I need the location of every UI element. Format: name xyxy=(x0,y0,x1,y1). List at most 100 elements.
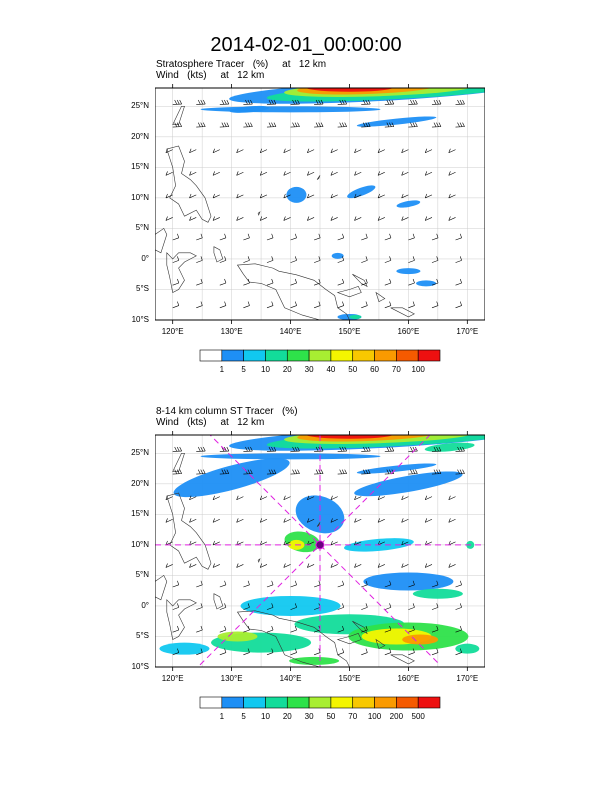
tracer-patch xyxy=(416,280,437,287)
panel1: 120°E 130°E 140°E 150°E 160°E 170°E 1 5 10 20 30 40… xyxy=(131,82,489,387)
wind-barb xyxy=(307,193,315,199)
land-outline xyxy=(166,492,212,570)
land-outline xyxy=(390,307,415,318)
wind-barb xyxy=(212,495,220,501)
wind-barb xyxy=(219,301,227,309)
wind-barb xyxy=(219,625,227,633)
colorbar-label: 70 xyxy=(348,712,357,721)
wind-barb xyxy=(243,648,250,656)
wind-barb xyxy=(219,256,227,263)
wind-barb xyxy=(236,563,244,568)
wind-barb xyxy=(431,301,439,309)
tracer-patch xyxy=(354,471,463,497)
y-tick-label: 5°N xyxy=(135,570,149,580)
wind-barb xyxy=(330,171,338,176)
land-outline xyxy=(316,175,321,180)
wind-barb xyxy=(424,216,433,221)
colorbar-box xyxy=(243,696,266,709)
tracer-patch xyxy=(396,200,421,208)
colorbar-box xyxy=(308,696,332,709)
wind-barb xyxy=(408,580,415,588)
y-tick-label: 10°S xyxy=(131,662,149,671)
wind-barb xyxy=(354,171,362,176)
y-tick-label: 20°N xyxy=(131,478,149,488)
wind-barb xyxy=(283,193,291,199)
wind-barb xyxy=(361,256,368,263)
wind-barb xyxy=(266,99,277,105)
page-title: 2014-02-01_00:00:00 xyxy=(210,34,402,56)
tracer-patch xyxy=(200,453,381,460)
wind-barb xyxy=(361,278,368,286)
wind-barb xyxy=(196,301,203,309)
land-outline xyxy=(155,227,168,254)
wind-barb xyxy=(448,495,456,501)
land-outline xyxy=(375,638,386,650)
wind-barb xyxy=(408,99,418,105)
colorbar-box xyxy=(243,349,266,362)
wind-barb xyxy=(236,216,244,221)
wind-barb xyxy=(189,148,197,154)
crosshair-line xyxy=(199,435,431,666)
wind-barb xyxy=(408,446,418,452)
wind-barb xyxy=(290,625,297,633)
wind-barb xyxy=(307,216,315,221)
tracer-patch xyxy=(240,595,341,616)
wind-barb xyxy=(401,518,409,523)
crosshair-line xyxy=(209,435,441,666)
wind-barb xyxy=(196,278,203,286)
wind-barb xyxy=(455,278,462,286)
wind-barb xyxy=(314,648,321,656)
wind-barb xyxy=(243,99,253,105)
wind-barb xyxy=(172,603,180,610)
wind-barb xyxy=(259,495,268,501)
wind-barb xyxy=(259,563,268,568)
x-tick-label: 140°E xyxy=(280,674,302,683)
colorbar-box xyxy=(352,696,375,709)
wind-barb xyxy=(290,233,297,241)
land-outline xyxy=(375,291,386,303)
colorbar-label: 40 xyxy=(326,365,335,374)
tracer-patch xyxy=(173,458,290,498)
wind-barb xyxy=(314,469,324,475)
wind-barb xyxy=(455,580,462,588)
colorbar-box xyxy=(374,349,397,362)
wind-barb xyxy=(266,580,274,588)
wind-barb xyxy=(377,518,385,523)
wind-barb xyxy=(384,625,392,633)
wind-barb xyxy=(290,122,300,128)
wind-barb xyxy=(431,278,439,286)
land-outline xyxy=(390,654,415,665)
tracer-patch xyxy=(200,106,381,113)
wind-barb xyxy=(408,648,415,656)
wind-barb xyxy=(330,540,338,546)
wind-barb xyxy=(236,171,244,176)
wind-barb xyxy=(314,580,321,588)
wind-barb xyxy=(337,99,347,105)
wind-barb xyxy=(337,122,347,128)
wind-barb xyxy=(212,148,220,154)
wind-barb xyxy=(212,563,220,568)
wind-barb xyxy=(354,193,362,199)
wind-barb xyxy=(330,193,338,199)
wind-barb xyxy=(165,563,173,568)
colorbar-label: 30 xyxy=(305,712,314,721)
wind-barb xyxy=(172,233,180,241)
wind-barb xyxy=(384,278,392,286)
panel1-subtitle: Wind (kts) at 12 km xyxy=(156,70,265,81)
colorbar-box xyxy=(352,349,375,362)
wind-barb xyxy=(290,648,297,656)
colorbar-label: 5 xyxy=(241,365,246,374)
wind-barb xyxy=(330,148,338,154)
wind-barb xyxy=(283,518,291,523)
colorbar-label: 5 xyxy=(241,712,246,721)
wind-barb xyxy=(290,301,297,309)
colorbar-label: 60 xyxy=(370,365,379,374)
wind-barb xyxy=(337,256,345,263)
plot-area xyxy=(155,88,485,320)
colorbar-label: 100 xyxy=(412,365,426,374)
colorbar-label: 50 xyxy=(326,712,335,721)
wind-barb xyxy=(408,256,415,263)
map-panel-1: 120°E 130°E 140°E 150°E 160°E 170°E 1 5 10 20 30 40… xyxy=(151,84,489,374)
land-outline xyxy=(172,106,185,125)
wind-barb xyxy=(337,648,345,656)
